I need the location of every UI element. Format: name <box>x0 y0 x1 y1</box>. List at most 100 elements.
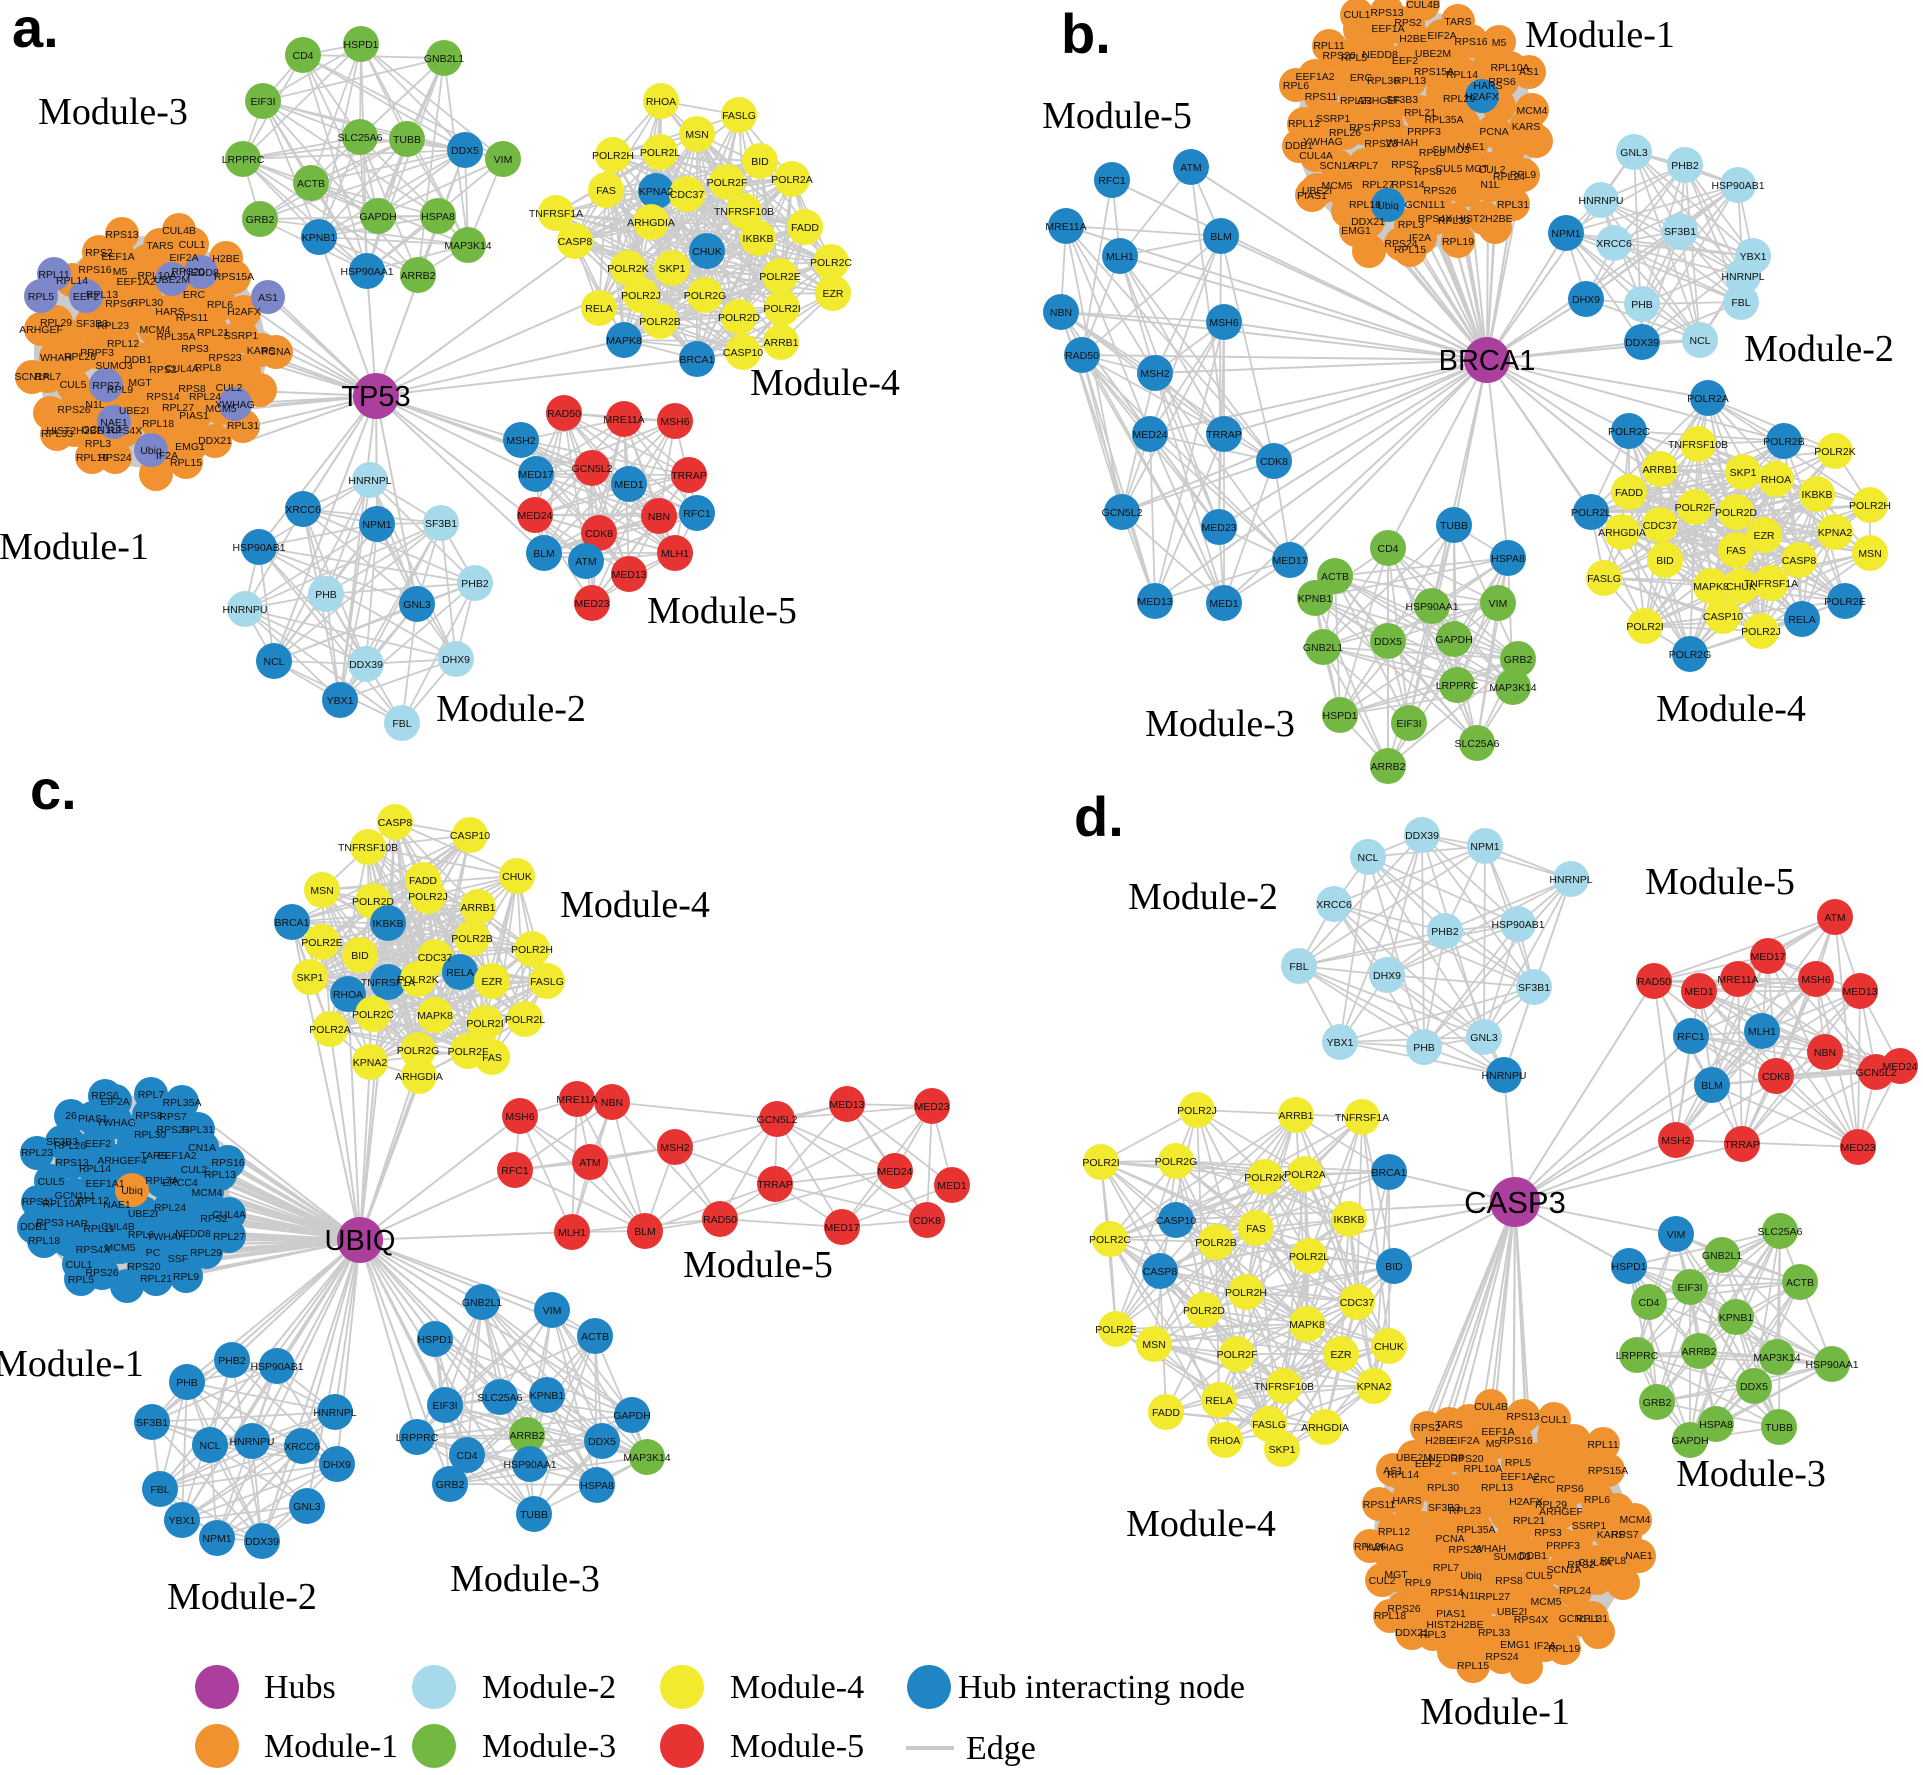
svg-text:GRB2: GRB2 <box>1504 654 1533 666</box>
svg-text:PHB2: PHB2 <box>1671 160 1699 172</box>
svg-text:KARS: KARS <box>1512 121 1541 133</box>
svg-text:RPS26: RPS26 <box>57 404 90 416</box>
svg-text:Module-1: Module-1 <box>0 526 149 568</box>
svg-text:NAE1: NAE1 <box>100 417 128 429</box>
svg-text:SKP1: SKP1 <box>1730 467 1757 479</box>
svg-text:TARS: TARS <box>1444 16 1471 28</box>
svg-text:GNB2L1: GNB2L1 <box>1702 1250 1742 1262</box>
svg-text:CDC37: CDC37 <box>1340 1297 1375 1309</box>
svg-text:RPL24: RPL24 <box>189 391 221 403</box>
svg-text:N1L: N1L <box>1461 1590 1480 1602</box>
svg-text:SF3B3: SF3B3 <box>1386 94 1418 106</box>
svg-text:CASP10: CASP10 <box>723 347 763 359</box>
svg-text:POLR2H: POLR2H <box>511 944 553 956</box>
svg-text:CUL5: CUL5 <box>38 1176 65 1188</box>
svg-text:CUL5: CUL5 <box>60 379 87 391</box>
svg-text:RPS11: RPS11 <box>176 312 209 324</box>
svg-text:TNFRSF1A: TNFRSF1A <box>1744 578 1798 590</box>
svg-text:c.: c. <box>30 758 77 821</box>
svg-text:MSH6: MSH6 <box>1801 974 1830 986</box>
svg-text:NCL: NCL <box>1357 852 1378 864</box>
svg-text:POLR2F: POLR2F <box>1675 502 1716 514</box>
svg-text:GNB2L1: GNB2L1 <box>462 1297 502 1309</box>
svg-text:POLR2J: POLR2J <box>1741 626 1781 638</box>
svg-text:RPS13: RPS13 <box>105 229 138 241</box>
svg-text:FADD: FADD <box>1615 487 1643 499</box>
svg-text:NEDD8: NEDD8 <box>1428 1452 1464 1464</box>
svg-text:RPL6: RPL6 <box>1584 1494 1610 1506</box>
svg-text:PRPF3: PRPF3 <box>1546 1540 1580 1552</box>
svg-text:RPL9: RPL9 <box>1405 1577 1431 1589</box>
svg-text:ERCC4: ERCC4 <box>162 1177 198 1189</box>
svg-text:NAE1: NAE1 <box>103 1199 131 1211</box>
svg-text:RPS3: RPS3 <box>36 1217 64 1229</box>
svg-text:Module-4: Module-4 <box>1126 1503 1276 1545</box>
svg-text:Module-2: Module-2 <box>1128 876 1278 918</box>
svg-text:TRRAP: TRRAP <box>1206 429 1242 441</box>
svg-text:SSF: SSF <box>168 1253 188 1265</box>
svg-text:EZR: EZR <box>482 976 503 988</box>
svg-text:ARRB2: ARRB2 <box>400 270 435 282</box>
svg-text:CHUK: CHUK <box>1374 1341 1404 1353</box>
svg-text:CUL1: CUL1 <box>179 239 206 251</box>
svg-text:HSPA8: HSPA8 <box>1491 553 1525 565</box>
svg-text:MRE11A: MRE11A <box>556 1094 597 1106</box>
svg-text:AS1: AS1 <box>258 292 278 304</box>
svg-text:AS1: AS1 <box>1383 1465 1403 1477</box>
svg-text:VIM: VIM <box>1667 1229 1686 1241</box>
svg-text:SF3B1: SF3B1 <box>425 518 457 530</box>
svg-text:SKP1: SKP1 <box>297 972 324 984</box>
svg-text:TNFRSF10B: TNFRSF10B <box>714 206 774 218</box>
svg-text:DHX9: DHX9 <box>442 654 470 666</box>
svg-text:EIF2A: EIF2A <box>1427 30 1456 42</box>
svg-text:FAS: FAS <box>1726 545 1746 557</box>
svg-text:VIM: VIM <box>494 154 513 166</box>
svg-text:GAPDH: GAPDH <box>613 1410 650 1422</box>
svg-text:Module-1: Module-1 <box>264 1728 398 1765</box>
svg-text:EIF3I: EIF3I <box>250 96 275 108</box>
svg-text:RPL10A: RPL10A <box>1463 1463 1502 1475</box>
svg-text:CDC37: CDC37 <box>1643 520 1678 532</box>
svg-text:Module-5: Module-5 <box>1042 95 1192 137</box>
svg-text:GNL3: GNL3 <box>403 599 431 611</box>
svg-text:CUL4A: CUL4A <box>212 1209 246 1221</box>
svg-text:RPL10A: RPL10A <box>137 270 176 282</box>
svg-text:NCL: NCL <box>1689 335 1710 347</box>
svg-text:MED17: MED17 <box>824 1222 859 1234</box>
svg-text:MCM4: MCM4 <box>192 1187 223 1199</box>
svg-text:RPS26: RPS26 <box>1423 185 1456 197</box>
svg-text:RPL10A: RPL10A <box>1490 62 1529 74</box>
svg-text:GAPDH: GAPDH <box>1435 634 1472 646</box>
svg-text:BRCA1: BRCA1 <box>1439 345 1536 377</box>
svg-text:RPL6: RPL6 <box>128 1229 154 1241</box>
svg-text:IF2A: IF2A <box>156 450 178 462</box>
svg-text:RELA: RELA <box>1788 614 1815 626</box>
svg-text:GCN5L2: GCN5L2 <box>572 463 613 475</box>
svg-text:H2BE: H2BE <box>212 253 239 265</box>
svg-text:CASP3: CASP3 <box>1464 1185 1566 1220</box>
svg-text:H2AFX: H2AFX <box>1509 1496 1543 1508</box>
svg-text:RPL12: RPL12 <box>77 1195 109 1207</box>
svg-text:RPL11: RPL11 <box>83 1223 114 1235</box>
svg-text:Ubiq: Ubiq <box>121 1185 143 1197</box>
svg-text:RPL24: RPL24 <box>1493 171 1525 183</box>
svg-text:HSP90AA1: HSP90AA1 <box>503 1459 556 1471</box>
svg-text:DDX21: DDX21 <box>198 435 232 447</box>
svg-text:POLR2K: POLR2K <box>607 263 648 275</box>
svg-text:CHUK: CHUK <box>692 246 722 258</box>
svg-text:Edge: Edge <box>966 1730 1036 1767</box>
svg-text:RPS15A: RPS15A <box>1414 66 1454 78</box>
svg-text:TARS: TARS <box>140 1150 167 1162</box>
svg-text:AS1: AS1 <box>1519 66 1539 78</box>
svg-text:POLR2D: POLR2D <box>1183 1305 1225 1317</box>
svg-text:MGT: MGT <box>128 377 152 389</box>
svg-text:POLR2B: POLR2B <box>1763 436 1804 448</box>
svg-text:CUL4A: CUL4A <box>1578 1557 1612 1569</box>
svg-text:RFC1: RFC1 <box>1098 175 1126 187</box>
svg-text:DDX39: DDX39 <box>349 659 383 671</box>
svg-text:ARRB1: ARRB1 <box>460 902 495 914</box>
svg-text:RPL6: RPL6 <box>1283 80 1309 92</box>
svg-text:EEF2: EEF2 <box>1415 1458 1441 1470</box>
svg-text:RHOA: RHOA <box>646 96 676 108</box>
svg-text:EIF3I: EIF3I <box>1396 718 1421 730</box>
